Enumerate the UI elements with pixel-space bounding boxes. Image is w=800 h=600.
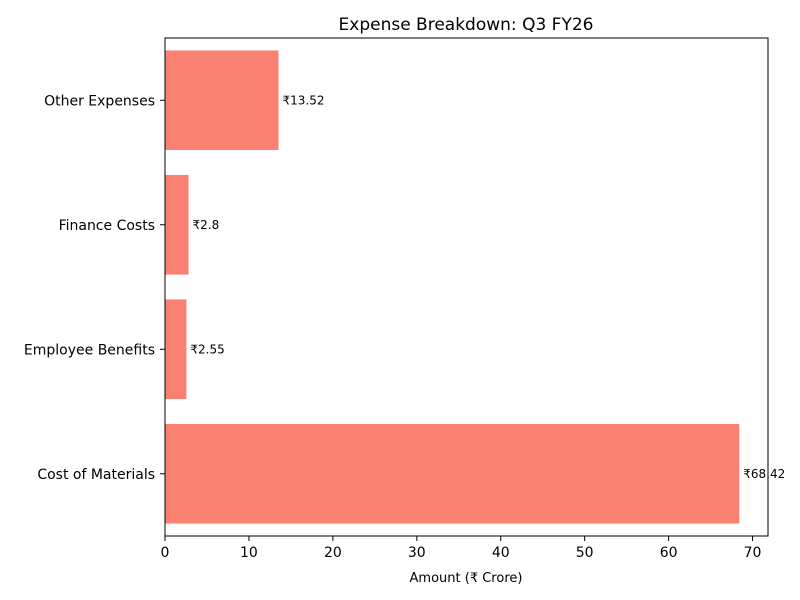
bar-finance-costs	[165, 174, 189, 275]
plot-frame	[164, 37, 769, 537]
bar-employee-benefits	[165, 299, 187, 400]
y-tick-label: Cost of Materials	[37, 467, 155, 483]
x-tick-label: 50	[576, 545, 594, 561]
x-tick-label: 10	[240, 545, 258, 561]
bars-group: ₹68.42 ₹2.55 ₹2.8 ₹13.52	[165, 50, 785, 524]
x-tick-label: 30	[408, 545, 426, 561]
bar-cost-of-materials	[165, 423, 740, 524]
x-tick-label: 40	[492, 545, 510, 561]
y-tick-label: Other Expenses	[44, 93, 155, 109]
data-label: ₹2.55	[190, 342, 224, 356]
x-tick-label: 60	[660, 545, 678, 561]
x-tick-label: 20	[324, 545, 342, 561]
y-tick-label: Employee Benefits	[24, 342, 155, 358]
data-label: ₹13.52	[282, 93, 324, 107]
bar-other-expenses	[165, 50, 279, 151]
x-tick-label: 0	[161, 545, 170, 561]
y-tick-label: Finance Costs	[59, 218, 155, 234]
x-axis-ticks: 0 10 20 30 40 50 60 70	[161, 536, 762, 561]
data-label: ₹2.8	[193, 218, 220, 232]
data-label: ₹68.42	[743, 467, 785, 481]
y-axis-ticks: Cost of Materials Employee Benefits Financ…	[24, 93, 165, 483]
x-axis-label: Amount (₹ Crore)	[410, 571, 523, 586]
chart-title: Expense Breakdown: Q3 FY26	[339, 15, 594, 35]
x-tick-label: 70	[744, 545, 762, 561]
